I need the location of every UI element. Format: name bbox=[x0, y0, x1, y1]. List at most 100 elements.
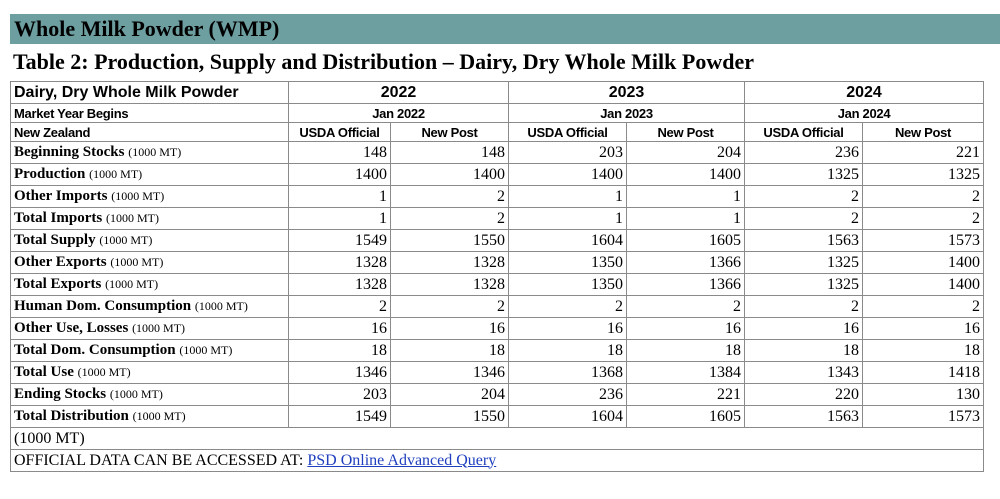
row-label-text: Other Imports bbox=[14, 188, 108, 204]
value-cell: 2 bbox=[626, 295, 745, 318]
table-row: Ending Stocks (1000 MT) 203 204 236 221 220 13… bbox=[10, 383, 984, 406]
unit-note: (1000 MT) bbox=[10, 427, 984, 450]
psd-online-link[interactable]: PSD Online Advanced Query bbox=[307, 451, 497, 469]
row-label: Human Dom. Consumption (1000 MT) bbox=[10, 295, 289, 318]
row-unit: (1000 MT) bbox=[77, 365, 131, 379]
value-cell: 204 bbox=[390, 383, 509, 406]
col-usda-2022: USDA Official bbox=[288, 122, 391, 142]
row-unit: (1000 MT) bbox=[105, 277, 159, 291]
year-2023: 2023 bbox=[508, 81, 745, 104]
value-cell: 2 bbox=[862, 295, 984, 318]
value-cell: 1368 bbox=[508, 361, 627, 384]
row-label: Beginning Stocks (1000 MT) bbox=[10, 141, 289, 164]
table-row: Human Dom. Consumption (1000 MT) 2 2 2 2 2 2 bbox=[10, 295, 984, 318]
value-cell: 16 bbox=[626, 317, 745, 340]
col-post-2023: New Post bbox=[626, 122, 745, 142]
col-usda-2024: USDA Official bbox=[744, 122, 863, 142]
value-cell: 203 bbox=[288, 383, 391, 406]
value-cell: 1343 bbox=[744, 361, 863, 384]
header-row-market-year: Market Year Begins Jan 2022 Jan 2023 Jan… bbox=[10, 103, 984, 123]
row-label-text: Human Dom. Consumption bbox=[14, 298, 192, 314]
value-cell: 2 bbox=[508, 295, 627, 318]
value-cell: 1328 bbox=[288, 273, 391, 296]
value-cell: 18 bbox=[390, 339, 509, 362]
begins-2023: Jan 2023 bbox=[508, 103, 745, 123]
value-cell: 1346 bbox=[288, 361, 391, 384]
row-label: Other Imports (1000 MT) bbox=[10, 185, 289, 208]
value-cell: 1400 bbox=[862, 251, 984, 274]
row-unit: (1000 MT) bbox=[132, 409, 186, 423]
row-label: Total Supply (1000 MT) bbox=[10, 229, 289, 252]
value-cell: 1573 bbox=[862, 229, 984, 252]
commodity-label: Dairy, Dry Whole Milk Powder bbox=[10, 81, 289, 104]
table-row: Total Exports (1000 MT) 1328 1328 1350 1366 1… bbox=[10, 273, 984, 296]
row-label-text: Total Exports bbox=[14, 276, 102, 292]
value-cell: 2 bbox=[744, 207, 863, 230]
value-cell: 1328 bbox=[390, 251, 509, 274]
row-label-text: Total Distribution bbox=[14, 408, 129, 424]
row-label: Production (1000 MT) bbox=[10, 163, 289, 186]
row-unit: (1000 MT) bbox=[111, 189, 165, 203]
row-unit: (1000 MT) bbox=[179, 343, 233, 357]
value-cell: 1328 bbox=[390, 273, 509, 296]
value-cell: 2 bbox=[390, 207, 509, 230]
value-cell: 1 bbox=[288, 185, 391, 208]
value-cell: 1563 bbox=[744, 229, 863, 252]
value-cell: 203 bbox=[508, 141, 627, 164]
value-cell: 1400 bbox=[862, 273, 984, 296]
value-cell: 18 bbox=[862, 339, 984, 362]
header-row-columns: New Zealand USDA Official New Post USDA … bbox=[10, 122, 984, 142]
value-cell: 236 bbox=[508, 383, 627, 406]
row-label-text: Other Use, Losses bbox=[14, 320, 129, 336]
value-cell: 1550 bbox=[390, 405, 509, 428]
value-cell: 1605 bbox=[626, 405, 745, 428]
value-cell: 1573 bbox=[862, 405, 984, 428]
country-label: New Zealand bbox=[10, 122, 289, 142]
value-cell: 2 bbox=[390, 295, 509, 318]
col-post-2024: New Post bbox=[862, 122, 984, 142]
access-text: OFFICIAL DATA CAN BE ACCESSED AT: bbox=[14, 451, 308, 469]
row-unit: (1000 MT) bbox=[99, 233, 153, 247]
header-row-years: Dairy, Dry Whole Milk Powder 2022 2023 2… bbox=[10, 81, 984, 104]
table-row: Total Use (1000 MT) 1346 1346 1368 1384 1343 1… bbox=[10, 361, 984, 384]
value-cell: 1325 bbox=[862, 163, 984, 186]
value-cell: 1350 bbox=[508, 273, 627, 296]
row-label: Total Imports (1000 MT) bbox=[10, 207, 289, 230]
value-cell: 148 bbox=[390, 141, 509, 164]
value-cell: 1325 bbox=[744, 251, 863, 274]
row-unit: (1000 MT) bbox=[105, 211, 159, 225]
table-row: Other Exports (1000 MT) 1328 1328 1350 1366 1… bbox=[10, 251, 984, 274]
value-cell: 18 bbox=[744, 339, 863, 362]
value-cell: 1549 bbox=[288, 229, 391, 252]
row-label-text: Total Supply bbox=[14, 232, 96, 248]
row-unit: (1000 MT) bbox=[194, 299, 248, 313]
year-2024: 2024 bbox=[744, 81, 984, 104]
value-cell: 236 bbox=[744, 141, 863, 164]
row-label: Other Use, Losses (1000 MT) bbox=[10, 317, 289, 340]
col-post-2022: New Post bbox=[390, 122, 509, 142]
value-cell: 1384 bbox=[626, 361, 745, 384]
row-label: Total Exports (1000 MT) bbox=[10, 273, 289, 296]
table-row: Production (1000 MT) 1400 1400 1400 1400 1325… bbox=[10, 163, 984, 186]
table-row: Total Imports (1000 MT) 1 2 1 1 2 2 bbox=[10, 207, 984, 230]
row-label: Total Dom. Consumption (1000 MT) bbox=[10, 339, 289, 362]
table-title: Table 2: Production, Supply and Distribu… bbox=[13, 49, 754, 74]
value-cell: 16 bbox=[288, 317, 391, 340]
value-cell: 130 bbox=[862, 383, 984, 406]
row-unit: (1000 MT) bbox=[89, 167, 143, 181]
value-cell: 1 bbox=[288, 207, 391, 230]
value-cell: 1418 bbox=[862, 361, 984, 384]
row-unit: (1000 MT) bbox=[132, 321, 186, 335]
table-row: Total Dom. Consumption (1000 MT) 18 18 18 18… bbox=[10, 339, 984, 362]
value-cell: 1 bbox=[626, 185, 745, 208]
value-cell: 1366 bbox=[626, 273, 745, 296]
value-cell: 1325 bbox=[744, 273, 863, 296]
begins-2022: Jan 2022 bbox=[288, 103, 509, 123]
value-cell: 2 bbox=[862, 207, 984, 230]
value-cell: 1604 bbox=[508, 405, 627, 428]
value-cell: 1563 bbox=[744, 405, 863, 428]
value-cell: 1 bbox=[508, 207, 627, 230]
begins-2024: Jan 2024 bbox=[744, 103, 984, 123]
value-cell: 16 bbox=[862, 317, 984, 340]
value-cell: 18 bbox=[508, 339, 627, 362]
